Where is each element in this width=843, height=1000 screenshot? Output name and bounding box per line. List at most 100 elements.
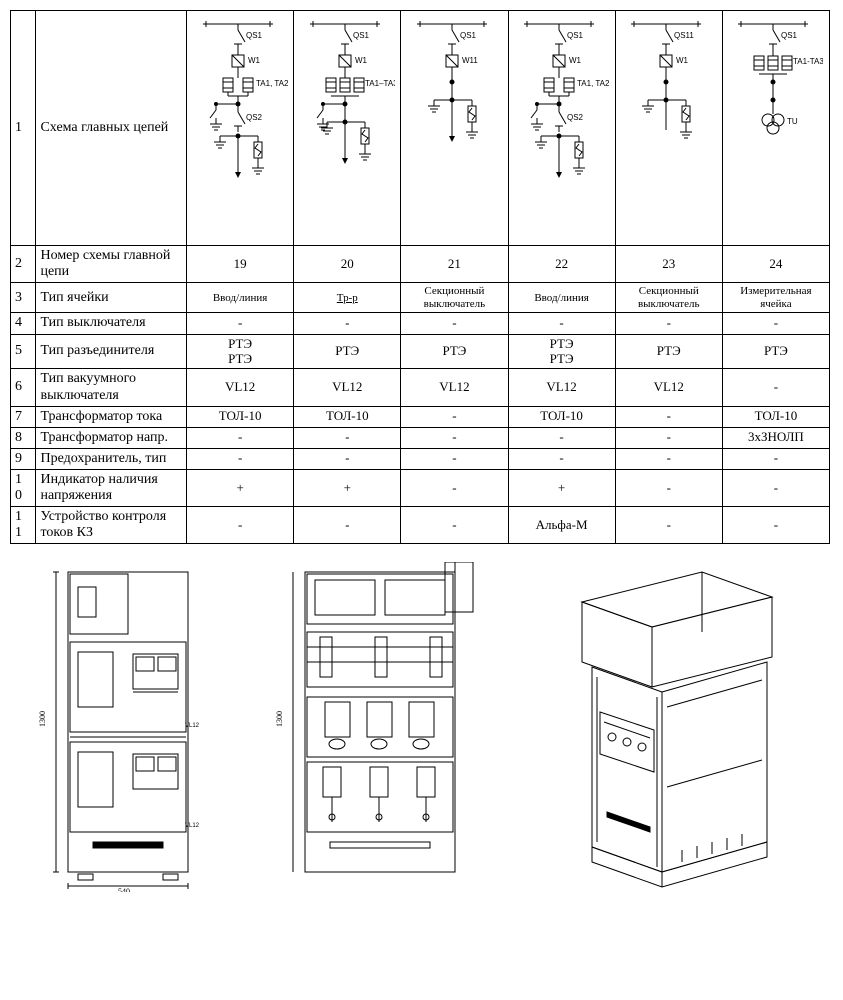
svg-text:W1: W1 [355, 56, 368, 65]
table-row: 11Устройство контроля токов КЗ---Альфа-М… [11, 507, 830, 544]
svg-text:TU: TU [787, 117, 798, 126]
svg-text:W11: W11 [462, 56, 478, 65]
svg-text:QS1: QS1 [567, 31, 584, 40]
row-label: Индикатор наличия напряжения [36, 469, 187, 506]
cell-value: 21 [401, 246, 508, 283]
cell-value: 3хЗНОЛП [722, 427, 829, 448]
cabinet-front-closed: VL12 VL12 1300 540 [38, 562, 218, 892]
row-label: Номер схемы главной цепи [36, 246, 187, 283]
cell-value: Измерительная ячейка [722, 283, 829, 313]
cell-value: - [294, 507, 401, 544]
cell-value: - [401, 406, 508, 427]
cell-value: - [294, 427, 401, 448]
row-label: Трансформатор тока [36, 406, 187, 427]
row-number: 1 [11, 11, 36, 246]
cell-value: - [615, 469, 722, 506]
svg-text:TA1, TA21: TA1, TA21 [577, 79, 609, 88]
cell-value: 23 [615, 246, 722, 283]
cell-value: Секционный выключатель [615, 283, 722, 313]
cell-value: ТОЛ-10 [722, 406, 829, 427]
table-row: 9Предохранитель, тип------ [11, 448, 830, 469]
cabinet-drawings: VL12 VL12 1300 540 [10, 562, 830, 922]
cell-value: - [615, 448, 722, 469]
cell-value: Секционный выключатель [401, 283, 508, 313]
table-row: 10Индикатор наличия напряжения++-+-- [11, 469, 830, 506]
circuit-diagram: QS1 TA1-TA3 TU [722, 11, 829, 246]
cell-value: - [401, 507, 508, 544]
cell-value: VL12 [401, 369, 508, 406]
cabinet-isometric [542, 562, 802, 892]
cell-value: ТОЛ-10 [187, 406, 294, 427]
cell-value: 24 [722, 246, 829, 283]
table-row: 2Номер схемы главной цепи192021222324 [11, 246, 830, 283]
circuit-diagram: QS1 W11 [401, 11, 508, 246]
cell-value: Альфа-М [508, 507, 615, 544]
row-number: 3 [11, 283, 36, 313]
row-label: Устройство контроля токов КЗ [36, 507, 187, 544]
svg-text:W1: W1 [248, 56, 261, 65]
svg-text:QS2: QS2 [567, 113, 584, 122]
cell-value: - [722, 469, 829, 506]
row-number: 9 [11, 448, 36, 469]
svg-text:540: 540 [118, 887, 130, 892]
svg-text:W1: W1 [676, 56, 689, 65]
cell-value: - [401, 448, 508, 469]
cell-value: 20 [294, 246, 401, 283]
svg-text:W1: W1 [569, 56, 582, 65]
cell-value: - [615, 427, 722, 448]
cell-value: 22 [508, 246, 615, 283]
cell-value: РТЭ [401, 334, 508, 369]
cabinet-front-open: 1300 [275, 562, 485, 892]
cell-value: - [294, 448, 401, 469]
spec-table: 1Схема главных цепей QS1 W1 [10, 10, 830, 544]
cell-value: - [294, 313, 401, 334]
cell-value: РТЭ [294, 334, 401, 369]
svg-text:QS1: QS1 [781, 31, 798, 40]
cell-value: ТОЛ-10 [294, 406, 401, 427]
circuit-diagram: QS1 W1 TA1, TA21 [187, 11, 294, 246]
cell-value: - [615, 406, 722, 427]
row-label: Тип вакуумного выключателя [36, 369, 187, 406]
cell-value: - [508, 313, 615, 334]
svg-text:TA1, TA21: TA1, TA21 [256, 79, 288, 88]
table-row: 8Трансформатор напр.-----3хЗНОЛП [11, 427, 830, 448]
cell-value: Ввод/линия [508, 283, 615, 313]
cell-value: Тр-р [294, 283, 401, 313]
table-row: 1Схема главных цепей QS1 W1 [11, 11, 830, 246]
row-label: Тип разъединителя [36, 334, 187, 369]
table-row: 5Тип разъединителяРТЭРТЭРТЭРТЭРТЭРТЭРТЭР… [11, 334, 830, 369]
circuit-diagram: QS1 W1 TA1–TA3 [294, 11, 401, 246]
table-row: 6Тип вакуумного выключателяVL12VL12VL12V… [11, 369, 830, 406]
row-number: 11 [11, 507, 36, 544]
cell-value: - [722, 313, 829, 334]
svg-text:QS11: QS11 [674, 31, 694, 40]
row-number: 10 [11, 469, 36, 506]
row-number: 4 [11, 313, 36, 334]
cell-value: РТЭРТЭ [187, 334, 294, 369]
circuit-diagram: QS1 W1 TA1, TA21 [508, 11, 615, 246]
cell-value: ТОЛ-10 [508, 406, 615, 427]
table-row: 4Тип выключателя------ [11, 313, 830, 334]
svg-text:QS1: QS1 [246, 31, 263, 40]
cell-value: РТЭ [615, 334, 722, 369]
cell-value: - [508, 427, 615, 448]
cell-value: РТЭ [722, 334, 829, 369]
cell-value: РТЭРТЭ [508, 334, 615, 369]
svg-text:1300: 1300 [38, 711, 47, 727]
table-row: 7Трансформатор токаТОЛ-10ТОЛ-10-ТОЛ-10-Т… [11, 406, 830, 427]
cell-value: VL12 [294, 369, 401, 406]
svg-text:TA1-TA3: TA1-TA3 [793, 57, 823, 66]
cell-value: VL12 [187, 369, 294, 406]
cell-value: - [187, 427, 294, 448]
svg-text:VL12: VL12 [185, 723, 200, 729]
cell-value: + [294, 469, 401, 506]
circuit-diagram: QS11 W1 [615, 11, 722, 246]
svg-text:TA1–TA3: TA1–TA3 [365, 79, 395, 88]
cell-value: - [187, 448, 294, 469]
row-label: Схема главных цепей [36, 11, 187, 246]
cell-value: + [508, 469, 615, 506]
cell-value: - [187, 507, 294, 544]
cell-value: - [401, 427, 508, 448]
cell-value: - [401, 313, 508, 334]
row-number: 7 [11, 406, 36, 427]
